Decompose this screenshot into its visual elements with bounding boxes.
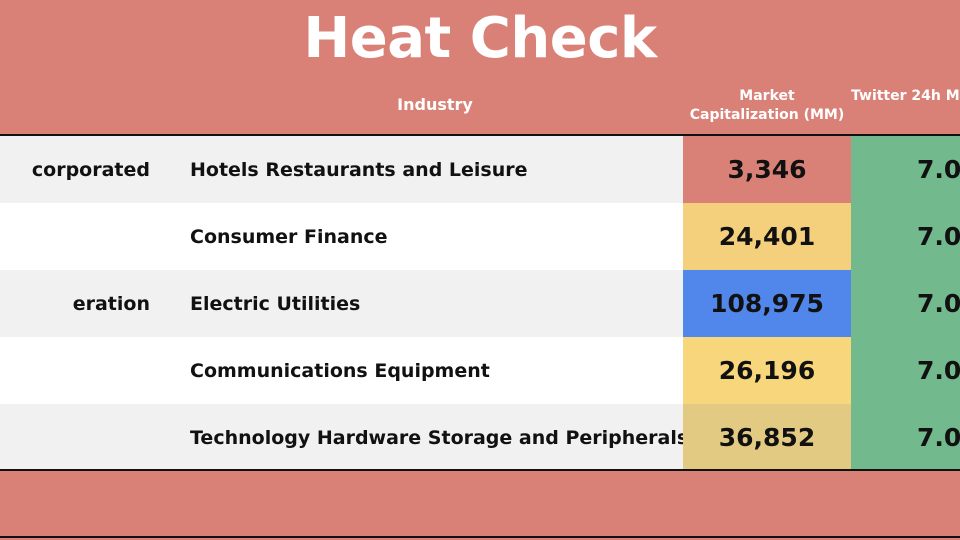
industry-name: Electric Utilities — [190, 292, 361, 315]
table-row: Consumer Finance 24,401 7.0 — [0, 203, 960, 270]
market-cap-cell: 108,975 — [683, 270, 851, 337]
market-cap-cell: 36,852 — [683, 404, 851, 471]
table-bottom-border — [0, 469, 960, 471]
table-row: corporated Hotels Restaurants and Leisur… — [0, 136, 960, 203]
industry-name: Hotels Restaurants and Leisure — [190, 158, 528, 181]
column-header-market-cap: Market Capitalization (MM) — [689, 88, 845, 123]
table-row: Communications Equipment 26,196 7.0 — [0, 337, 960, 404]
company-name: corporated — [31, 158, 150, 181]
twitter-mentions-cell: 7.0 — [851, 203, 960, 270]
market-cap-cell: 26,196 — [683, 337, 851, 404]
page-title: Heat Check — [303, 6, 657, 71]
market-cap-cell: 3,346 — [683, 136, 851, 203]
industry-name: Technology Hardware Storage and Peripher… — [190, 426, 689, 449]
company-name: eration — [72, 292, 150, 315]
twitter-mentions-cell: 7.0 — [851, 404, 960, 471]
industry-name: Consumer Finance — [190, 225, 388, 248]
column-header-industry: Industry — [397, 95, 473, 114]
twitter-mentions-cell: 7.0 — [851, 270, 960, 337]
column-header-twitter-mentions: Twitter 24h Mentions Av — [851, 88, 960, 104]
industry-name: Communications Equipment — [190, 359, 490, 382]
market-cap-cell: 24,401 — [683, 203, 851, 270]
table-row: Technology Hardware Storage and Peripher… — [0, 404, 960, 471]
table-row: eration Electric Utilities 108,975 7.0 — [0, 270, 960, 337]
twitter-mentions-cell: 7.0 — [851, 337, 960, 404]
slide-bottom-border — [0, 536, 960, 538]
twitter-mentions-cell: 7.0 — [851, 136, 960, 203]
table-top-border — [0, 134, 960, 136]
